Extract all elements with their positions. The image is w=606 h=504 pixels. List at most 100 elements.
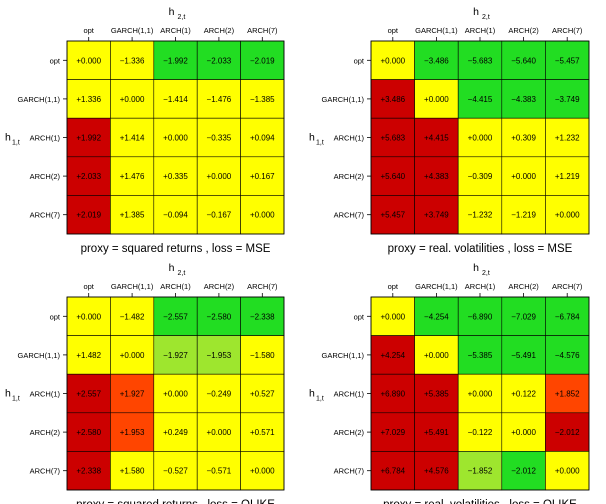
y-tick-label: ARCH(2) (334, 172, 365, 181)
cell-value-label: +0.249 (163, 428, 188, 437)
y-tick-label: GARCH(1,1) (321, 351, 364, 360)
heatmap-cell (545, 451, 590, 491)
heatmap-cell (545, 412, 590, 452)
cell-value-label: −5.385 (468, 351, 493, 360)
heatmap-cell (457, 373, 503, 414)
cell-value-label: −1.414 (163, 95, 188, 104)
cell-value-label: +0.094 (250, 134, 275, 143)
y-tick-label: opt (50, 312, 61, 321)
heatmap-cell (196, 156, 241, 196)
y-axis-title: h (5, 132, 11, 144)
x-tick-label: opt (388, 282, 399, 291)
x-axis-title: h (473, 262, 479, 274)
cell-value-label: +2.033 (76, 172, 101, 181)
cell-value-label: −0.122 (468, 428, 493, 437)
x-tick-label: ARCH(1) (465, 26, 496, 35)
cell-value-label: +0.000 (250, 211, 275, 220)
heatmap-cell (240, 195, 285, 235)
cell-value-label: −4.576 (555, 351, 580, 360)
y-tick-label: ARCH(2) (30, 428, 61, 437)
cell-value-label: −2.012 (511, 467, 536, 476)
heatmap-panel-4: +0.000 −4.254 −6.890 −7.029 −6.784 +4.254 +0.0… (309, 262, 590, 504)
panel-caption: proxy = squared returns , loss = MSE (81, 243, 271, 255)
cell-value-label: −1.232 (468, 211, 493, 220)
cell-value-label: −1.385 (250, 95, 275, 104)
heatmap-cell (414, 335, 459, 375)
y-tick-label: GARCH(1,1) (17, 95, 60, 104)
cell-value-label: −3.749 (555, 95, 580, 104)
heatmap-cell (545, 373, 590, 414)
heatmap-cell (414, 40, 459, 80)
heatmap-cell (545, 117, 590, 158)
cell-value-label: +1.852 (555, 390, 580, 399)
y-axis-title: h (5, 388, 11, 400)
x-axis-title: h (169, 6, 175, 18)
heatmap-cell (66, 296, 111, 336)
cell-value-label: −2.012 (555, 428, 580, 437)
heatmap-cell (457, 296, 503, 336)
heatmap-cell (66, 373, 111, 414)
cell-value-label: +1.385 (120, 211, 145, 220)
y-tick-label: GARCH(1,1) (17, 351, 60, 360)
heatmap-cell (196, 117, 241, 158)
cell-value-label: +1.482 (76, 351, 101, 360)
heatmap-cell (240, 296, 285, 336)
heatmap-panel-2: +0.000 −3.486 −5.683 −5.640 −5.457 +3.486 +0.0… (309, 6, 590, 255)
x-tick-label: GARCH(1,1) (415, 282, 458, 291)
heatmap-cell (545, 296, 590, 336)
x-tick-label: GARCH(1,1) (415, 26, 458, 35)
heatmap-cell (457, 195, 503, 235)
cell-value-label: +0.571 (250, 428, 275, 437)
y-tick-label: opt (354, 56, 365, 65)
cell-value-label: +0.000 (163, 134, 188, 143)
heatmap-cell (414, 412, 459, 452)
cell-value-label: −2.338 (250, 312, 275, 321)
heatmap-cell (501, 40, 546, 80)
x-tick-label: ARCH(7) (247, 282, 278, 291)
heatmap-cell (66, 40, 111, 80)
cell-value-label: +0.000 (424, 351, 449, 360)
x-axis-title-subscript: 2,t (482, 14, 490, 21)
cell-value-label: +0.527 (250, 390, 275, 399)
heatmap-cell (66, 195, 111, 235)
heatmap-cell (66, 79, 111, 119)
y-axis-title: h (309, 388, 315, 400)
heatmap-panel-1: +0.000 −1.336 −1.992 −2.033 −2.019 +1.336 +0.0… (5, 6, 285, 255)
heatmap-cell (370, 156, 415, 196)
cell-value-label: −1.580 (250, 351, 275, 360)
cell-value-label: +1.476 (120, 172, 145, 181)
heatmap-cell (66, 335, 111, 375)
cell-value-label: −0.527 (163, 467, 188, 476)
cell-value-label: +0.000 (511, 172, 536, 181)
cell-value-label: +0.000 (424, 95, 449, 104)
cell-value-label: +0.000 (555, 467, 580, 476)
cell-value-label: +7.029 (380, 428, 405, 437)
y-axis-title-subscript: 1,t (316, 396, 324, 403)
x-tick-label: ARCH(1) (160, 26, 191, 35)
cell-value-label: +2.580 (76, 428, 101, 437)
cell-value-label: +0.000 (163, 390, 188, 399)
x-tick-label: ARCH(7) (552, 26, 583, 35)
heatmap-cell (110, 373, 155, 414)
cell-value-label: +0.000 (250, 467, 275, 476)
heatmap-cell (240, 156, 285, 196)
y-tick-label: opt (50, 56, 61, 65)
cell-value-label: −4.383 (511, 95, 536, 104)
x-tick-label: ARCH(1) (465, 282, 496, 291)
heatmap-cell (545, 335, 590, 375)
heatmap-panel-3: +0.000 −1.482 −2.557 −2.580 −2.338 +1.482 +0.0… (5, 262, 285, 504)
cell-value-label: +0.000 (380, 312, 405, 321)
heatmap-cell (370, 451, 415, 491)
cell-value-label: +0.000 (511, 428, 536, 437)
y-tick-label: ARCH(2) (334, 428, 365, 437)
heatmap-cell (501, 156, 546, 196)
panel-caption: proxy = squared returns , loss = QLIKE (76, 499, 275, 504)
x-tick-label: GARCH(1,1) (111, 282, 154, 291)
cell-value-label: +0.167 (250, 172, 275, 181)
heatmap-cell (370, 117, 415, 158)
x-axis-title: h (169, 262, 175, 274)
heatmap-cell (110, 117, 155, 158)
cell-value-label: +0.000 (555, 211, 580, 220)
heatmap-cell (457, 79, 503, 119)
